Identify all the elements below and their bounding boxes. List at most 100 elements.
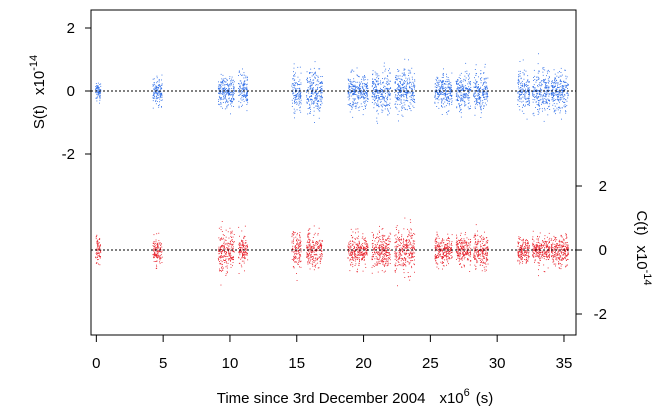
data-point bbox=[225, 90, 227, 92]
data-point bbox=[152, 107, 154, 109]
data-point bbox=[300, 260, 302, 262]
data-point bbox=[394, 235, 396, 237]
data-point bbox=[486, 96, 488, 98]
data-point bbox=[538, 53, 539, 55]
data-point bbox=[96, 100, 98, 102]
data-point bbox=[409, 241, 411, 243]
data-point bbox=[381, 91, 383, 92]
data-point bbox=[554, 78, 556, 80]
data-point bbox=[439, 92, 440, 94]
data-point bbox=[221, 265, 223, 267]
data-point bbox=[385, 104, 387, 106]
data-point bbox=[296, 247, 298, 248]
data-point bbox=[349, 94, 351, 96]
data-point bbox=[362, 248, 364, 250]
data-point bbox=[556, 75, 558, 77]
data-point bbox=[243, 74, 245, 76]
data-point bbox=[317, 244, 318, 245]
data-point bbox=[354, 106, 356, 107]
data-point bbox=[354, 257, 356, 259]
data-point bbox=[544, 91, 546, 92]
data-point bbox=[437, 235, 439, 237]
data-point bbox=[537, 96, 539, 98]
data-point bbox=[296, 253, 298, 255]
data-point bbox=[225, 229, 227, 231]
data-point bbox=[383, 98, 385, 100]
data-point bbox=[349, 111, 351, 113]
data-point bbox=[397, 103, 399, 105]
data-point bbox=[227, 84, 229, 85]
data-point bbox=[298, 97, 300, 99]
data-point bbox=[467, 98, 469, 100]
data-point bbox=[223, 80, 225, 82]
data-point bbox=[321, 97, 323, 98]
data-point bbox=[360, 91, 362, 93]
data-point bbox=[99, 99, 101, 101]
data-point bbox=[246, 248, 248, 250]
data-point bbox=[486, 93, 488, 94]
data-point bbox=[475, 87, 477, 88]
data-point bbox=[321, 250, 323, 252]
data-point bbox=[401, 79, 403, 81]
data-point bbox=[565, 112, 567, 114]
data-point bbox=[445, 105, 447, 107]
data-point bbox=[374, 71, 376, 73]
data-point bbox=[241, 75, 243, 76]
data-point bbox=[307, 98, 309, 100]
data-point bbox=[239, 245, 241, 246]
data-point bbox=[314, 61, 316, 63]
data-point bbox=[230, 260, 231, 262]
data-point bbox=[377, 80, 379, 82]
data-point bbox=[98, 248, 100, 250]
data-point bbox=[220, 102, 222, 103]
data-point bbox=[556, 88, 558, 90]
data-point bbox=[99, 238, 101, 240]
data-point bbox=[461, 98, 463, 100]
data-point bbox=[364, 249, 366, 250]
data-point bbox=[321, 255, 323, 257]
data-point bbox=[220, 256, 221, 258]
data-point bbox=[231, 94, 233, 96]
data-point bbox=[412, 96, 414, 98]
data-point bbox=[367, 82, 368, 84]
data-point bbox=[528, 102, 530, 104]
data-point bbox=[437, 92, 439, 94]
data-point bbox=[292, 245, 294, 247]
data-point bbox=[385, 250, 387, 252]
data-point bbox=[224, 239, 226, 241]
data-point bbox=[437, 96, 439, 98]
data-point bbox=[228, 94, 229, 96]
data-point bbox=[98, 249, 100, 251]
data-point bbox=[312, 264, 314, 266]
data-point bbox=[377, 251, 379, 253]
data-point bbox=[438, 252, 440, 254]
data-point bbox=[479, 102, 481, 104]
data-point bbox=[377, 247, 379, 248]
data-point bbox=[296, 280, 298, 281]
data-point bbox=[435, 255, 437, 257]
data-point bbox=[406, 93, 408, 95]
data-point bbox=[384, 258, 386, 260]
data-point bbox=[96, 241, 98, 243]
data-point bbox=[308, 233, 310, 235]
data-point bbox=[449, 86, 451, 88]
data-point bbox=[306, 80, 308, 81]
data-point bbox=[242, 95, 244, 97]
data-point bbox=[294, 257, 296, 258]
data-point bbox=[528, 89, 530, 91]
data-point bbox=[308, 100, 310, 102]
data-point bbox=[371, 102, 373, 103]
data-point bbox=[349, 245, 351, 247]
data-point bbox=[365, 237, 366, 239]
data-point bbox=[524, 93, 526, 95]
data-point bbox=[159, 242, 161, 244]
data-point bbox=[556, 103, 558, 105]
data-point bbox=[223, 96, 224, 98]
data-point bbox=[395, 256, 397, 258]
data-point bbox=[442, 258, 444, 260]
data-point bbox=[485, 93, 487, 95]
data-point bbox=[400, 92, 402, 93]
data-point bbox=[308, 246, 309, 248]
data-point bbox=[375, 72, 377, 74]
data-point bbox=[350, 248, 352, 250]
